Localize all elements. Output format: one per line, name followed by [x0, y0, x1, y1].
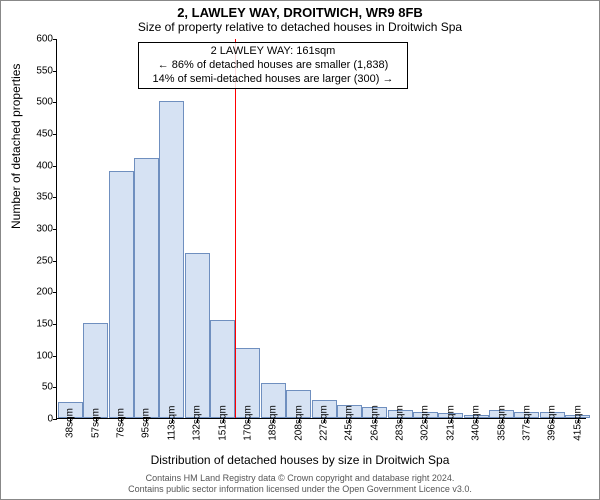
y-tick-mark: [53, 102, 57, 103]
x-tick-label: 415sqm: [572, 405, 583, 441]
y-tick-label: 100: [19, 350, 53, 361]
y-tick-label: 450: [19, 129, 53, 140]
y-tick-label: 600: [19, 34, 53, 45]
x-tick-label: 170sqm: [242, 405, 253, 441]
x-tick-label: 264sqm: [369, 405, 380, 441]
y-tick-label: 150: [19, 319, 53, 330]
y-tick-label: 300: [19, 224, 53, 235]
x-tick-label: 38sqm: [65, 408, 76, 438]
y-tick-mark: [53, 166, 57, 167]
x-tick-label: 283sqm: [395, 405, 406, 441]
property-marker-line: [235, 39, 236, 418]
x-tick-label: 189sqm: [268, 405, 279, 441]
y-axis-label: Number of detached properties: [9, 64, 23, 229]
x-tick-label: 245sqm: [344, 405, 355, 441]
x-tick-label: 321sqm: [445, 405, 456, 441]
x-tick-label: 95sqm: [141, 408, 152, 438]
x-tick-label: 396sqm: [547, 405, 558, 441]
annotation-line-2: ← 86% of detached houses are smaller (1,…: [145, 59, 401, 73]
y-tick-mark: [53, 197, 57, 198]
y-tick-label: 550: [19, 65, 53, 76]
y-tick-mark: [53, 134, 57, 135]
footer-line-1: Contains HM Land Registry data © Crown c…: [1, 473, 599, 484]
y-tick-mark: [53, 387, 57, 388]
histogram-bar: [83, 323, 108, 418]
y-tick-mark: [53, 356, 57, 357]
x-tick-label: 151sqm: [217, 405, 228, 441]
footer: Contains HM Land Registry data © Crown c…: [1, 473, 599, 495]
chart-container: 2, LAWLEY WAY, DROITWICH, WR9 8FB Size o…: [0, 0, 600, 500]
x-axis-label: Distribution of detached houses by size …: [1, 453, 599, 467]
x-tick-label: 302sqm: [420, 405, 431, 441]
chart-area: 05010015020025030035040045050055060038sq…: [56, 39, 586, 419]
annotation-line-3: 14% of semi-detached houses are larger (…: [145, 73, 401, 87]
y-tick-mark: [53, 324, 57, 325]
y-tick-label: 350: [19, 192, 53, 203]
page-title: 2, LAWLEY WAY, DROITWICH, WR9 8FB: [1, 1, 599, 20]
y-tick-label: 500: [19, 97, 53, 108]
y-tick-label: 50: [19, 382, 53, 393]
footer-line-2: Contains public sector information licen…: [1, 484, 599, 495]
x-tick-label: 113sqm: [166, 406, 177, 441]
y-tick-mark: [53, 229, 57, 230]
x-tick-label: 208sqm: [293, 405, 304, 441]
x-tick-label: 76sqm: [116, 408, 127, 438]
histogram-bar: [185, 253, 210, 418]
histogram-plot: 05010015020025030035040045050055060038sq…: [56, 39, 586, 419]
y-tick-label: 400: [19, 160, 53, 171]
annotation-box: 2 LAWLEY WAY: 161sqm ← 86% of detached h…: [138, 42, 408, 89]
histogram-bar: [109, 171, 134, 418]
x-tick-label: 132sqm: [192, 405, 203, 441]
x-tick-label: 358sqm: [496, 405, 507, 441]
page-subtitle: Size of property relative to detached ho…: [1, 20, 599, 36]
histogram-bar: [210, 320, 235, 418]
x-tick-label: 340sqm: [471, 405, 482, 441]
histogram-bar: [159, 101, 184, 418]
histogram-bar: [134, 158, 159, 418]
x-tick-label: 377sqm: [521, 405, 532, 441]
x-tick-label: 227sqm: [319, 405, 330, 441]
y-tick-mark: [53, 292, 57, 293]
annotation-line-1: 2 LAWLEY WAY: 161sqm: [145, 45, 401, 59]
y-tick-label: 200: [19, 287, 53, 298]
y-tick-mark: [53, 419, 57, 420]
x-tick-label: 57sqm: [90, 408, 101, 438]
y-tick-label: 0: [19, 414, 53, 425]
y-tick-mark: [53, 71, 57, 72]
y-tick-mark: [53, 261, 57, 262]
y-tick-label: 250: [19, 255, 53, 266]
y-tick-mark: [53, 39, 57, 40]
